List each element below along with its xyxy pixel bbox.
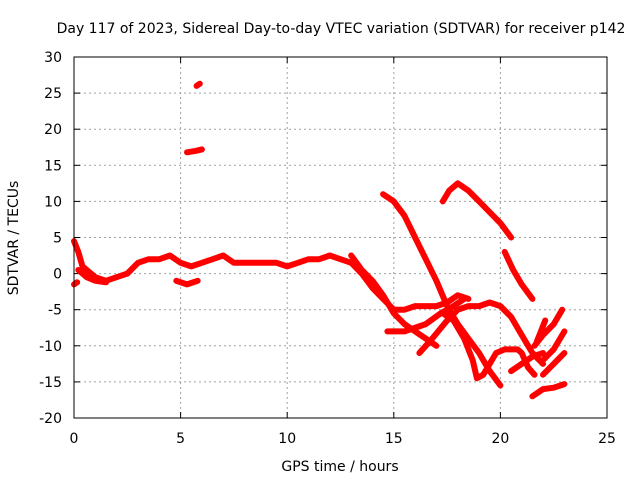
series-arc-c [439, 310, 538, 382]
x-tick-label: 0 [70, 431, 79, 447]
y-tick-label: -10 [39, 339, 62, 355]
series-main-band [71, 238, 472, 313]
series-early-tail [75, 267, 109, 286]
y-tick-label: 15 [44, 158, 62, 174]
series-fall-a [380, 191, 504, 389]
plot-frame [73, 56, 608, 419]
axis-ticks: 0 5 10 15 20 25 -20 -15 -10 -5 0 5 10 15 20 25 30 [39, 50, 616, 447]
y-tick-label: -20 [39, 411, 62, 427]
y-tick-label: -5 [48, 303, 62, 319]
x-axis-label: GPS time / hours [281, 459, 398, 475]
series-seg-f2 [540, 350, 568, 378]
series-hump-e [439, 180, 515, 241]
x-tick-label: 15 [385, 431, 403, 447]
series-seg-f5 [531, 306, 566, 349]
series-outlier-a [193, 80, 203, 89]
series-fall-e [501, 248, 536, 302]
y-tick-label: 30 [44, 50, 62, 66]
grid [74, 57, 607, 418]
y-tick-label: 25 [44, 86, 62, 102]
series-rise-a [384, 295, 468, 335]
series-early-dip [71, 279, 81, 288]
series-outlier-b [184, 146, 205, 156]
y-tick-label: 5 [53, 231, 62, 247]
y-tick-label: -15 [39, 375, 62, 391]
series-dip-5 [173, 277, 201, 288]
series-loop-d [508, 350, 546, 375]
series-seg-f1 [529, 381, 568, 400]
y-axis-label: SDTVAR / TECUs [6, 181, 22, 296]
series-seg-f3 [540, 328, 568, 364]
y-tick-label: 10 [44, 194, 62, 210]
series-band-offset [348, 252, 440, 349]
chart-title: Day 117 of 2023, Sidereal Day-to-day VTE… [57, 21, 626, 37]
y-tick-label: 20 [44, 122, 62, 138]
data-series [71, 80, 568, 400]
series-rise-b [416, 299, 546, 367]
x-tick-label: 10 [278, 431, 296, 447]
x-tick-label: 5 [176, 431, 185, 447]
x-tick-label: 25 [598, 431, 616, 447]
x-tick-label: 20 [491, 431, 509, 447]
y-tick-label: 0 [53, 267, 62, 283]
